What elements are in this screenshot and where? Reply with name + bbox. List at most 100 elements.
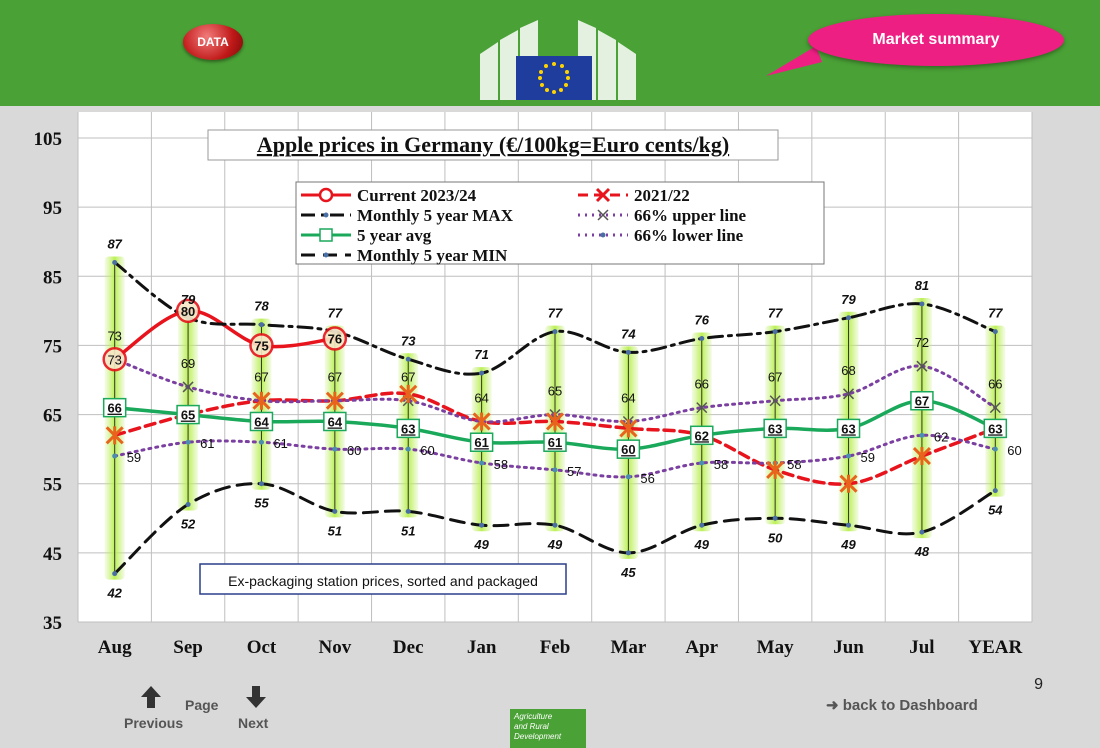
x-tick-label: Nov — [318, 637, 351, 658]
min-label: 49 — [473, 537, 489, 552]
point-2021-22 — [105, 426, 124, 445]
market-summary-button[interactable]: Market summary — [808, 14, 1064, 66]
lower-point — [699, 460, 705, 466]
upper-label: 67 — [328, 370, 342, 385]
page-number: 9 — [1034, 676, 1043, 693]
point-2021-22 — [472, 412, 491, 431]
current-point — [102, 347, 127, 372]
max-label: 77 — [548, 306, 563, 321]
upper-label: 69 — [181, 356, 195, 371]
min-label: 54 — [988, 503, 1003, 518]
header-bar: DATA Market summary — [0, 0, 1100, 106]
apple-price-chart: 87 42 73 59 66 73 79 52 69 61 65 80 78 55 67 61 64 75 77 51… — [34, 112, 1033, 658]
min-point — [552, 522, 558, 528]
max-label: 74 — [621, 326, 636, 341]
x-tick-label: Jan — [467, 637, 497, 658]
upper-label: 67 — [401, 370, 415, 385]
min-point — [112, 571, 118, 577]
max-point — [405, 356, 411, 362]
avg-label: 64 — [254, 414, 269, 429]
current-point — [175, 298, 201, 324]
max-label: 78 — [254, 299, 269, 314]
max-label: 81 — [915, 278, 929, 293]
min-label: 45 — [620, 565, 636, 580]
max-point — [846, 315, 852, 321]
legend-marker — [597, 209, 609, 221]
x-tick-label: Feb — [540, 637, 571, 658]
current-point — [322, 326, 348, 351]
x-tick-label: Jun — [833, 637, 864, 658]
avg-point — [176, 404, 200, 425]
avg-point — [396, 418, 420, 439]
min-label: 49 — [694, 537, 710, 552]
y-tick-label: 55 — [43, 475, 62, 496]
lower-point — [258, 439, 264, 445]
legend-label: Monthly 5 year MIN — [357, 246, 508, 265]
legend-label: 66% lower line — [634, 226, 744, 245]
min-label: 51 — [401, 523, 415, 538]
bubble-tail — [766, 46, 822, 76]
agriculture-logo-line3: Development — [514, 732, 562, 741]
upper-label: 65 — [548, 384, 562, 399]
lower-label: 61 — [200, 436, 214, 451]
avg-label: 62 — [695, 428, 709, 443]
avg-point — [102, 397, 127, 418]
max-label: 77 — [988, 306, 1003, 321]
lower-point — [919, 432, 925, 438]
lower-label: 60 — [420, 443, 434, 458]
lower-point — [479, 460, 485, 466]
avg-label: 66 — [107, 401, 121, 416]
data-button[interactable]: DATA — [183, 24, 243, 60]
max-point — [992, 329, 998, 335]
legend-label: Current 2023/24 — [357, 186, 477, 205]
max-point — [625, 349, 631, 355]
x-tick-label: Aug — [98, 637, 132, 658]
upper-label: 72 — [915, 335, 929, 350]
min-point — [846, 522, 852, 528]
previous-arrow-icon[interactable] — [141, 686, 161, 711]
previous-link[interactable]: Previous — [124, 715, 184, 731]
upper-label: 67 — [254, 370, 268, 385]
max-point — [112, 259, 118, 265]
x-tick-label: Mar — [610, 637, 646, 658]
y-tick-label: 35 — [43, 613, 62, 634]
avg-label: 64 — [328, 414, 343, 429]
legend-box — [295, 181, 825, 265]
current-label: 80 — [181, 304, 195, 319]
x-tick-label: YEAR — [968, 637, 1022, 658]
point-2021-22 — [619, 419, 638, 438]
note-box — [199, 563, 567, 595]
min-label: 52 — [181, 516, 196, 531]
agriculture-logo-line1: Agriculture — [514, 712, 553, 721]
lower-point — [332, 446, 338, 452]
point-2021-22 — [399, 384, 418, 403]
lower-label: 60 — [347, 443, 361, 458]
max-label: 77 — [328, 306, 343, 321]
lower-label: 59 — [861, 450, 875, 465]
next-link[interactable]: Next — [238, 715, 269, 731]
x-tick-label: Apr — [685, 637, 718, 658]
upper-label: 68 — [841, 363, 855, 378]
avg-point — [836, 418, 861, 439]
avg-point — [469, 432, 494, 452]
max-point — [479, 370, 485, 376]
avg-point — [910, 390, 934, 411]
avg-label: 61 — [474, 435, 488, 450]
y-tick-label: 105 — [34, 129, 63, 150]
upper-point — [696, 402, 708, 414]
min-point — [699, 522, 705, 528]
lower-label: 60 — [1007, 443, 1021, 458]
eu-commission-logo — [480, 20, 636, 100]
current-point — [249, 333, 274, 358]
point-2021-22 — [912, 446, 931, 466]
right-arrow-icon: ➜ — [826, 697, 839, 714]
lower-label: 58 — [494, 457, 508, 472]
back-to-dashboard-link[interactable]: ➜ back to Dashboard — [826, 696, 978, 714]
avg-label: 63 — [401, 421, 415, 436]
upper-point — [843, 388, 855, 400]
next-arrow-icon[interactable] — [246, 686, 266, 711]
avg-point — [323, 411, 347, 432]
lower-point — [625, 474, 631, 480]
legend-marker — [318, 187, 334, 203]
chart-title: Apple prices in Germany (€/100kg=Euro ce… — [257, 132, 729, 157]
